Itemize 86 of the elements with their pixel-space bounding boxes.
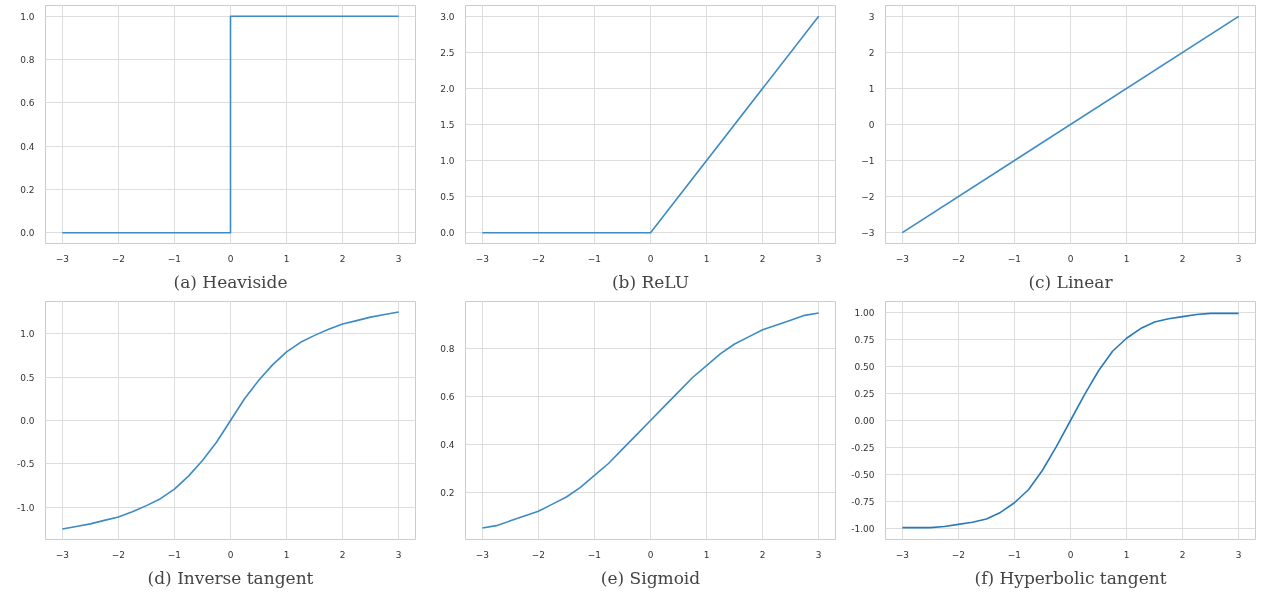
x-tick-label: 0 (1067, 549, 1074, 560)
y-tick-label: −1 (861, 156, 875, 167)
y-tick-label: −3 (861, 228, 875, 239)
y-tick-label: -0.25 (851, 443, 875, 454)
x-tick-label: 0 (647, 253, 654, 264)
text: (b) ReLU (611, 271, 690, 292)
x-tick-label: −1 (167, 253, 182, 264)
y-tick-label: 0.6 (20, 98, 35, 109)
y-tick-label: 0.6 (440, 392, 455, 403)
x-tick-label: −1 (1007, 549, 1022, 560)
y-tick-label: 0.2 (440, 487, 455, 498)
x-tick-label: 2 (759, 549, 766, 560)
y-tick-label: 2.5 (440, 47, 455, 58)
y-tick-label: -0.75 (851, 497, 875, 508)
x-tick-label: −3 (895, 549, 909, 560)
y-tick-label: 2.0 (440, 83, 455, 94)
x-tick-label: 0 (227, 253, 234, 264)
x-tick-label: 0 (647, 549, 654, 560)
y-tick-label: 0.0 (20, 228, 35, 239)
y-tick-label: -0.50 (851, 470, 875, 481)
x-tick-label: 3 (395, 549, 402, 560)
y-tick-label: 0.4 (20, 141, 35, 152)
y-tick-label: 1.0 (440, 156, 455, 167)
y-tick-label: 0.50 (854, 361, 875, 372)
x-tick-label: −2 (111, 549, 126, 560)
x-tick-label: −3 (55, 253, 69, 264)
text: (d) Inverse tangent (147, 567, 314, 588)
x-tick-label: 1 (703, 253, 710, 264)
y-tick-label: 0.5 (20, 372, 35, 383)
y-tick-label: 0.8 (440, 344, 455, 355)
y-tick-label: 0.25 (854, 388, 875, 399)
y-tick-label: -1.00 (851, 524, 875, 535)
x-tick-label: −1 (587, 549, 602, 560)
x-tick-label: 1 (283, 253, 290, 264)
x-tick-label: 1 (1123, 253, 1130, 264)
x-tick-label: −2 (531, 253, 546, 264)
y-tick-label: 2 (868, 47, 875, 58)
y-tick-label: 0 (868, 120, 875, 130)
x-tick-label: 1 (703, 549, 710, 560)
x-tick-label: 2 (339, 253, 346, 264)
text: (f) Hyperbolic tangent (974, 567, 1167, 588)
y-tick-label: -0.5 (16, 459, 35, 470)
x-tick-label: 0 (1067, 253, 1074, 264)
y-tick-label: 0.5 (440, 192, 455, 203)
y-tick-label: 0.0 (20, 416, 35, 426)
y-tick-label: 0.00 (854, 416, 875, 426)
y-tick-label: 1.0 (20, 329, 35, 340)
x-tick-label: 3 (815, 549, 822, 560)
x-tick-label: 3 (815, 253, 822, 264)
x-tick-label: 1 (1123, 549, 1130, 560)
x-tick-label: 1 (283, 549, 290, 560)
x-tick-label: 3 (1235, 253, 1242, 264)
text: (a) Heaviside (173, 271, 288, 292)
x-tick-label: −1 (1007, 253, 1022, 264)
x-tick-label: 2 (339, 549, 346, 560)
y-tick-label: 1.00 (854, 307, 875, 318)
x-tick-label: −1 (167, 549, 182, 560)
y-tick-label: 0.75 (854, 334, 875, 345)
x-tick-label: −3 (475, 253, 489, 264)
y-tick-label: 3.0 (440, 11, 455, 22)
x-tick-label: −3 (895, 253, 909, 264)
y-tick-label: 3 (868, 11, 875, 22)
x-tick-label: 2 (1179, 549, 1186, 560)
y-tick-label: 0.0 (440, 228, 455, 239)
y-tick-label: 1.0 (20, 11, 35, 22)
x-tick-label: 3 (1235, 549, 1242, 560)
text: (c) Linear (1028, 271, 1114, 292)
x-tick-label: −2 (951, 549, 966, 560)
x-tick-label: 2 (759, 253, 766, 264)
x-tick-label: −2 (951, 253, 966, 264)
y-tick-label: 1 (868, 83, 875, 94)
x-tick-label: −3 (475, 549, 489, 560)
y-tick-label: 0.2 (20, 184, 35, 195)
x-tick-label: −2 (531, 549, 546, 560)
x-tick-label: 3 (395, 253, 402, 264)
text: (e) Sigmoid (600, 567, 701, 588)
y-tick-label: 1.5 (440, 120, 455, 130)
x-tick-label: −1 (587, 253, 602, 264)
y-tick-label: 0.4 (440, 439, 455, 450)
y-tick-label: 0.8 (20, 55, 35, 66)
x-tick-label: 2 (1179, 253, 1186, 264)
y-tick-label: -1.0 (16, 502, 35, 513)
y-tick-label: −2 (861, 192, 875, 203)
x-tick-label: 0 (227, 549, 234, 560)
x-tick-label: −2 (111, 253, 126, 264)
x-tick-label: −3 (55, 549, 69, 560)
